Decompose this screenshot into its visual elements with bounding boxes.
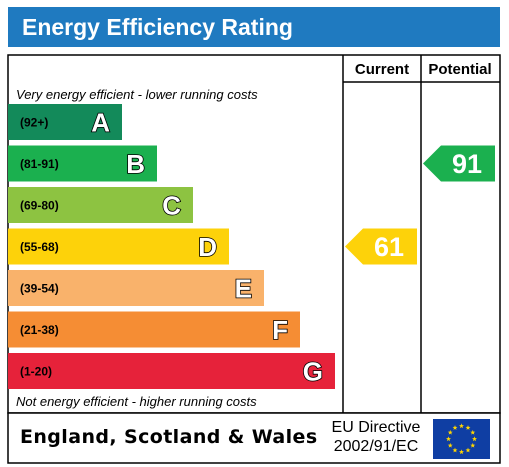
- band-range-f: (21-38): [20, 323, 59, 337]
- band-letter-b: B: [126, 149, 145, 179]
- eu-star: [447, 429, 453, 435]
- band-letter-a: A: [91, 108, 110, 138]
- band-range-b: (81-91): [20, 157, 59, 171]
- footer-region: England, Scotland & Wales: [20, 426, 318, 448]
- band-letter-f: F: [272, 315, 288, 345]
- band-bar-e: [8, 270, 264, 306]
- band-bar-d: [8, 228, 229, 265]
- rating-arrows: 61 91: [345, 145, 495, 265]
- band-letter-c: C: [162, 191, 181, 221]
- band-bar-a: [8, 104, 122, 140]
- band-range-e: (39-54): [20, 282, 59, 296]
- eu-flag-stars: [446, 423, 477, 455]
- band-range-a: (92+): [20, 116, 48, 130]
- band-bar-b: [8, 145, 157, 182]
- eu-star: [452, 425, 458, 430]
- band-bar-g: [8, 353, 335, 389]
- eu-star: [459, 423, 464, 429]
- band-letter-d: D: [198, 232, 217, 262]
- eu-star: [446, 436, 451, 442]
- arrow-potential: [423, 145, 495, 182]
- band-bar-f: [8, 311, 300, 348]
- eu-star: [447, 442, 453, 448]
- eu-star: [465, 447, 471, 453]
- header-bar: Energy Efficiency Rating: [8, 7, 500, 47]
- arrow-current: [345, 228, 417, 265]
- directive-line-1: EU Directive: [331, 419, 421, 436]
- band-range-c: (69-80): [20, 199, 59, 213]
- rating-bands: (92+) A (81-91) B (69-80) C (55-68) D (39-54) E (2…: [8, 104, 335, 389]
- band-letter-g: G: [303, 357, 323, 387]
- directive-line-2: 2002/91/EC: [333, 438, 419, 455]
- arrow-value-potential: 91: [452, 149, 482, 179]
- band-range-g: (1-20): [20, 365, 52, 379]
- bottom-caption: Not energy efficient - higher running co…: [16, 394, 257, 409]
- eu-star: [472, 436, 477, 442]
- arrow-value-current: 61: [374, 232, 404, 262]
- eu-star: [459, 449, 464, 455]
- top-caption: Very energy efficient - lower running co…: [16, 87, 258, 102]
- eu-star: [470, 442, 476, 448]
- band-bar-c: [8, 187, 193, 223]
- column-header-potential: Potential: [428, 61, 491, 78]
- band-letter-e: E: [235, 274, 252, 304]
- eu-directive: EU Directive 2002/91/EC: [322, 418, 430, 456]
- column-header-current: Current: [355, 61, 409, 78]
- band-range-d: (55-68): [20, 240, 59, 254]
- eu-star: [465, 425, 471, 430]
- eu-star: [452, 447, 458, 453]
- footer-frame: [7, 412, 501, 464]
- eu-star: [470, 429, 476, 435]
- page-title: Energy Efficiency Rating: [22, 14, 293, 40]
